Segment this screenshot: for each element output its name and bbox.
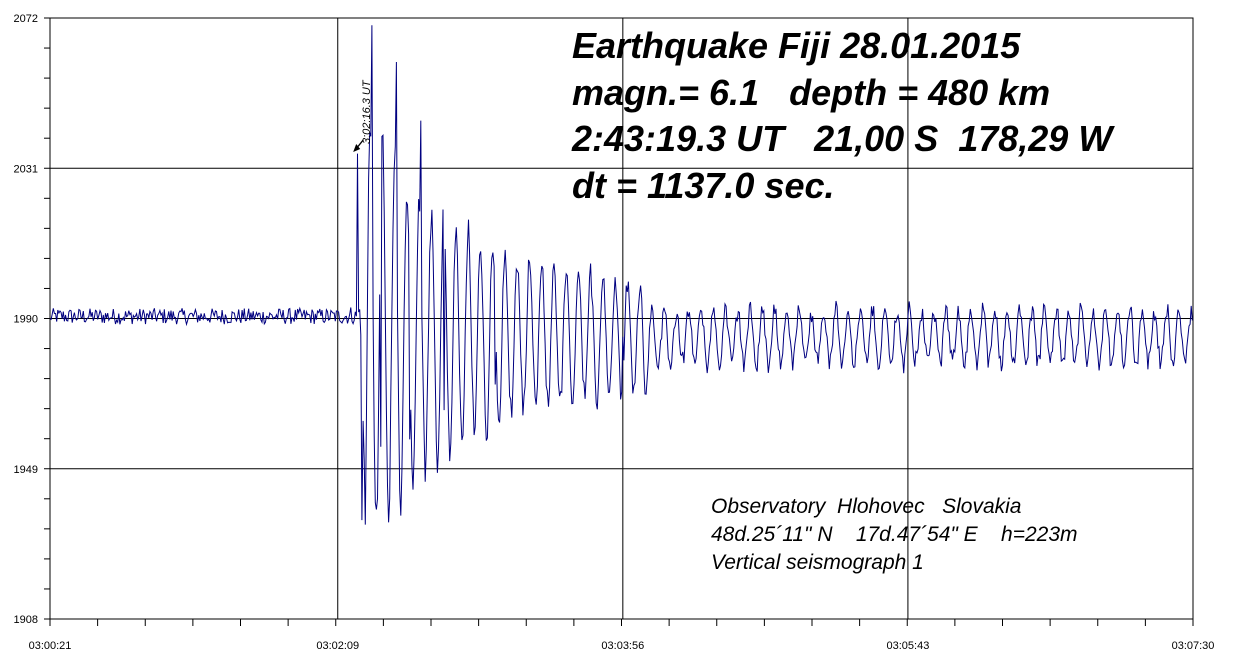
x-tick-label: 03:02:09: [316, 640, 359, 652]
x-tick-label: 03:07:30: [1172, 640, 1215, 652]
observatory-name: Observatory Hlohovec Slovakia: [711, 495, 1022, 518]
title-line-origin: 2:43:19.3 UT 21,00 S 178,29 W: [572, 118, 1113, 159]
x-tick-label: 03:03:56: [601, 640, 644, 652]
observatory-coordinates: 48d.25´11" N 17d.47´54" E h=223m: [711, 523, 1078, 546]
tick-labels: 2072 2031 1990 1949 1908 03:00:21 03:02:09 03:0…: [14, 13, 1215, 652]
tick-marks: [44, 17, 1194, 626]
y-tick-label: 2031: [14, 163, 38, 175]
x-tick-label: 03:00:21: [29, 640, 72, 652]
title-line-magnitude: magn.= 6.1 depth = 480 km: [572, 72, 1051, 113]
instrument-name: Vertical seismograph 1: [711, 551, 924, 574]
y-tick-label: 1990: [14, 314, 38, 326]
x-tick-label: 03:05:43: [887, 640, 930, 652]
seismogram-trace: [49, 25, 1193, 525]
arrival-time-label: 3:02:16.3 UT: [361, 79, 373, 144]
y-tick-label: 1949: [14, 464, 38, 476]
title-line-event: Earthquake Fiji 28.01.2015: [572, 25, 1021, 66]
arrival-arrow-head: [353, 144, 361, 152]
title-line-dt: dt = 1137.0 sec.: [572, 165, 835, 206]
y-tick-label: 2072: [14, 13, 38, 25]
arrival-marker: 3:02:16.3 UT: [353, 79, 373, 152]
y-tick-label: 1908: [14, 614, 38, 626]
